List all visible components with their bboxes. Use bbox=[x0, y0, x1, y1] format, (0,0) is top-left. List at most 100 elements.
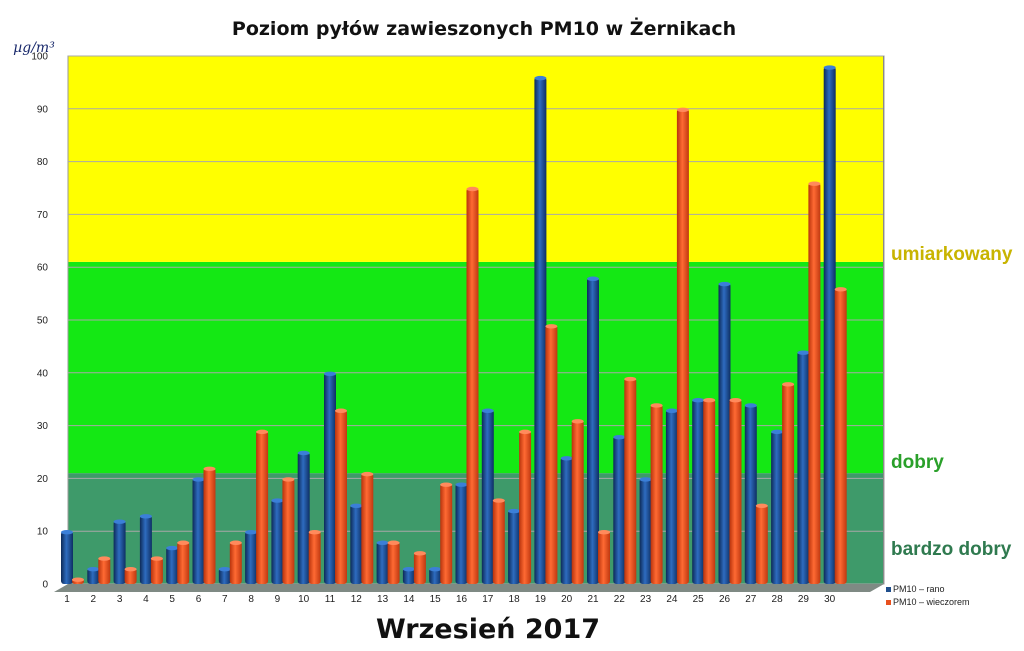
bar-wieczorem bbox=[545, 324, 558, 584]
bar-rano bbox=[455, 482, 468, 584]
bar-wieczorem-cap bbox=[308, 530, 321, 535]
bar-wieczorem-body bbox=[676, 108, 689, 585]
bar-rano-body bbox=[481, 409, 494, 584]
zone-label: bardzo dobry bbox=[891, 539, 1012, 560]
bar-rano bbox=[508, 508, 521, 584]
x-tick-label: 11 bbox=[325, 594, 336, 605]
x-tick-label: 1 bbox=[64, 594, 70, 605]
bar-wieczorem-body bbox=[256, 430, 269, 584]
bar-rano-cap bbox=[192, 477, 205, 482]
bar-wieczorem bbox=[440, 482, 453, 584]
bar-wieczorem-cap bbox=[361, 471, 374, 477]
bar-wieczorem bbox=[650, 403, 663, 584]
x-tick-label: 24 bbox=[666, 594, 678, 605]
bar-wieczorem-body bbox=[624, 378, 637, 584]
bar-rano-cap bbox=[402, 566, 415, 572]
bar-wieczorem bbox=[729, 398, 742, 584]
y-tick-label: 40 bbox=[37, 368, 49, 379]
bar-rano-cap bbox=[218, 566, 231, 572]
bar-rano-body bbox=[613, 436, 626, 584]
bar-rano-cap bbox=[797, 350, 810, 355]
bar-rano-cap bbox=[429, 566, 442, 572]
bar-rano bbox=[639, 477, 652, 584]
bar-rano bbox=[87, 566, 100, 584]
bar-wieczorem bbox=[335, 408, 347, 584]
bar-rano-cap bbox=[481, 408, 494, 413]
bar-rano bbox=[823, 65, 836, 584]
x-tick-label: 8 bbox=[248, 594, 254, 605]
x-tick-label: 6 bbox=[196, 594, 202, 605]
bar-rano-body bbox=[324, 372, 336, 584]
bar-rano bbox=[166, 545, 179, 584]
bar-wieczorem-body bbox=[519, 430, 532, 584]
bar-rano-body bbox=[87, 568, 100, 584]
bar-wieczorem-body bbox=[492, 499, 505, 584]
bar-wieczorem bbox=[282, 477, 295, 584]
legend-entry: PM10 – wieczorem bbox=[893, 597, 970, 607]
bar-rano-cap bbox=[613, 434, 626, 440]
bar-wieczorem bbox=[676, 107, 689, 585]
x-tick-label: 7 bbox=[222, 594, 228, 605]
bar-rano-body bbox=[429, 568, 442, 584]
bar-wieczorem-body bbox=[598, 531, 610, 584]
bar-wieczorem-body bbox=[177, 541, 190, 584]
bar-wieczorem-body bbox=[703, 399, 716, 584]
bar-wieczorem bbox=[150, 556, 163, 584]
unit-label: µg/m³ bbox=[13, 40, 55, 56]
bar-rano-cap bbox=[771, 429, 784, 435]
x-tick-label: 3 bbox=[117, 594, 123, 605]
y-tick-label: 0 bbox=[42, 580, 48, 591]
bar-wieczorem-body bbox=[124, 568, 137, 584]
bar-rano bbox=[139, 514, 152, 584]
bar-rano-body bbox=[692, 399, 705, 584]
bar-wieczorem-cap bbox=[256, 429, 269, 435]
x-tick-label: 16 bbox=[456, 594, 468, 605]
bar-wieczorem bbox=[624, 376, 637, 584]
bar-wieczorem bbox=[571, 419, 584, 584]
x-tick-label: 27 bbox=[745, 594, 757, 605]
bar-rano-body bbox=[508, 510, 521, 584]
bar-rano bbox=[218, 566, 231, 584]
bar-wieczorem-body bbox=[440, 483, 453, 584]
chart-subtitle: Wrzesień 2017 bbox=[376, 614, 600, 645]
floor bbox=[54, 584, 884, 592]
bar-rano-body bbox=[455, 483, 468, 584]
bar-rano-cap bbox=[587, 276, 599, 281]
chart-floor bbox=[54, 56, 884, 592]
x-tick-label: 29 bbox=[798, 594, 810, 605]
bar-wieczorem-body bbox=[834, 288, 847, 584]
bar-wieczorem-body bbox=[808, 182, 821, 584]
bar-rano-cap bbox=[324, 371, 336, 376]
bar-rano bbox=[350, 503, 363, 584]
y-axis-ticks: 0 10 20 30 40 50 60 70 80 90 100 bbox=[31, 52, 48, 591]
legend: PM10 – rano PM10 – wieczorem bbox=[886, 584, 970, 607]
bar-wieczorem-body bbox=[466, 188, 479, 584]
bar-rano-cap bbox=[166, 545, 179, 551]
bar-wieczorem bbox=[361, 471, 374, 584]
bar-wieczorem bbox=[413, 551, 426, 584]
x-tick-label: 2 bbox=[91, 594, 97, 605]
x-tick-label: 4 bbox=[143, 594, 149, 605]
bar-rano bbox=[481, 408, 494, 584]
x-tick-label: 22 bbox=[614, 594, 626, 605]
bar-rano bbox=[245, 530, 258, 584]
bar-rano-cap bbox=[534, 75, 547, 81]
bar-wieczorem-cap bbox=[808, 181, 821, 186]
zone-label: umiarkowany bbox=[891, 244, 1013, 265]
bar-rano bbox=[613, 434, 626, 584]
bar-rano bbox=[271, 498, 284, 584]
bar-wieczorem-body bbox=[361, 473, 374, 584]
bar-rano-cap bbox=[87, 566, 100, 572]
x-tick-label: 14 bbox=[403, 594, 415, 605]
bar-rano bbox=[665, 408, 678, 584]
bar-rano-body bbox=[771, 430, 784, 584]
x-tick-label: 28 bbox=[772, 594, 784, 605]
y-tick-label: 20 bbox=[37, 474, 49, 485]
bar-rano-body bbox=[376, 541, 389, 584]
bar-wieczorem-cap bbox=[519, 429, 532, 435]
bar-wieczorem bbox=[98, 556, 111, 584]
bar-wieczorem-body bbox=[413, 552, 426, 584]
x-tick-label: 15 bbox=[430, 594, 442, 605]
bar-rano-body bbox=[665, 409, 678, 584]
bar-wieczorem bbox=[177, 540, 190, 584]
